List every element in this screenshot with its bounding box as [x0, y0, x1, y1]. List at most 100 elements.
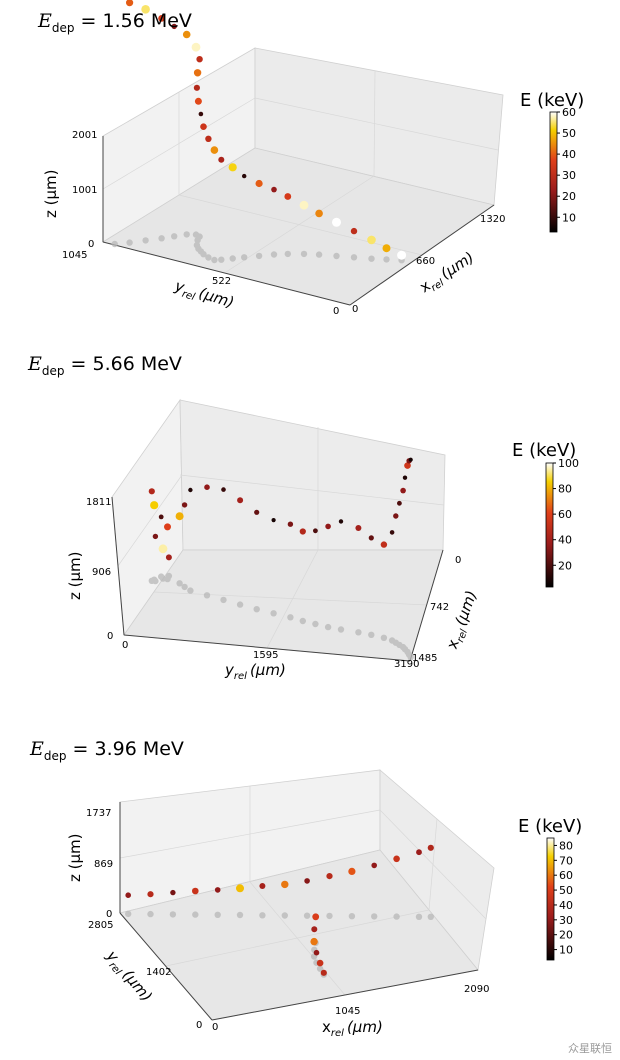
y-tick-2805: 2805: [88, 920, 113, 931]
track-point-1-12: [200, 123, 207, 130]
colorbar-tick-label-3-7: 10: [559, 944, 573, 957]
y-tick-522: 522: [212, 276, 231, 287]
chart-panel-3: 1737 869 0 2805 1402 0 0 1045 2090 z (μm…: [0, 730, 620, 1050]
axis-lines-2: [111, 496, 444, 662]
x-axis-label-sub-3: rel: [331, 1028, 344, 1039]
x-tick-0-b: 0: [455, 555, 461, 566]
shadow-point-2-13: [253, 606, 260, 613]
colorbar-tick-label-3-5: 30: [559, 914, 573, 927]
track-point-3-18: [313, 949, 320, 956]
track-point-2-19: [338, 519, 344, 524]
track-point-2-17: [313, 528, 318, 534]
y-axis-label-var-2: y: [224, 661, 235, 679]
track-point-2-5: [148, 488, 155, 495]
track-point-2-13: [254, 509, 260, 515]
shadow-point-1-25: [368, 255, 375, 262]
x-axis-label-unit-3: (μm): [347, 1018, 383, 1036]
track-point-3-10: [348, 867, 356, 875]
track-point-2-4: [150, 501, 159, 510]
shadow-point-3-0: [125, 910, 132, 918]
y-axis-label-unit-1: (μm): [197, 284, 237, 312]
track-point-1-13: [205, 135, 212, 142]
z-tick-1811: 1811: [86, 497, 111, 508]
z-tick-869: 869: [94, 859, 113, 870]
shadow-point-2-15: [287, 614, 294, 621]
colorbar-tick-label-2-3: 40: [558, 534, 572, 547]
track-point-2-22: [380, 541, 388, 548]
chart-title-2: Edep = 5.66 MeV: [28, 353, 182, 378]
colorbar-tick-label-3-0: 80: [559, 839, 573, 852]
z-axis-label-1: z (μm): [42, 169, 60, 218]
shadow-point-3-2: [169, 911, 177, 918]
colorbar-tick-label-2-1: 80: [558, 483, 572, 496]
shadow-point-3-19: [316, 965, 324, 972]
colorbar-ticks-2: 100 80 60 40 20: [553, 457, 579, 572]
title-value-3: = 3.96 MeV: [72, 738, 184, 760]
back-pane-right-2: [179, 399, 446, 551]
track-point-3-7: [281, 880, 289, 889]
plot-area-3: 1737 869 0 2805 1402 0 0 1045 2090 z (μm…: [66, 769, 573, 1039]
track-point-1-16: [228, 163, 237, 172]
track-point-2-10: [204, 484, 210, 490]
track-point-3-3: [192, 887, 199, 895]
shadow-point-1-3: [158, 235, 165, 242]
shadow-point-3-11: [371, 913, 378, 920]
x-tick-1045: 1045: [335, 1006, 360, 1017]
track-point-2-26: [400, 487, 406, 494]
shadow-point-2-22: [380, 634, 388, 641]
shadow-point-1-2: [142, 237, 149, 244]
shadow-point-2-16: [299, 617, 306, 625]
shadow-point-1-14: [211, 256, 218, 264]
y-tick-3190: 3190: [394, 659, 419, 670]
track-point-2-16: [299, 528, 306, 535]
x-tick-742: 742: [430, 602, 449, 613]
shadow-point-1-19: [270, 251, 278, 258]
colorbar-tick-label-1-5: 10: [562, 211, 576, 224]
track-point-2-18: [325, 523, 331, 530]
z-tick-1737: 1737: [86, 808, 111, 819]
title-var-3: E: [30, 738, 44, 760]
watermark-text: 众星联恒: [568, 1042, 612, 1055]
z-tick-2001: 2001: [72, 130, 97, 141]
colorbar-title-2: E (keV): [512, 440, 577, 461]
track-point-1-22: [315, 209, 323, 218]
track-point-2-2: [165, 554, 172, 561]
shadow-point-1-24: [350, 254, 358, 261]
shadow-point-1-15: [218, 256, 225, 263]
track-point-1-8: [193, 69, 202, 77]
shadow-point-2-14: [270, 610, 277, 617]
chart-panel-1: 2001 1001 0 1045 522 0 1320 660 0 z (μm)…: [0, 0, 620, 330]
shadow-point-1-13: [205, 254, 212, 261]
track-point-2-28: [404, 462, 411, 469]
shadow-points-3: [125, 910, 434, 978]
shadow-point-3-6: [259, 912, 266, 919]
shadow-point-2-17: [312, 620, 319, 628]
shadow-point-1-23: [333, 252, 340, 260]
track-point-1-11: [198, 111, 204, 117]
shadow-point-2-12: [236, 601, 244, 608]
shadow-point-3-1: [147, 910, 154, 918]
track-point-3-12: [393, 855, 400, 863]
track-point-1-27: [397, 250, 407, 260]
x-tick-2090: 2090: [464, 984, 489, 995]
x-axis-label-sub-2: rel: [455, 628, 470, 644]
colorbar-tick-label-3-2: 60: [559, 869, 573, 882]
track-point-3-2: [170, 889, 176, 896]
track-point-1-4: [171, 23, 177, 30]
z-axis-label-3: z (μm): [66, 833, 84, 882]
track-point-3-20: [320, 969, 327, 976]
y-axis-label-sub-1: rel: [180, 289, 196, 303]
track-point-2-12: [237, 497, 244, 504]
chart-panel-2: 1811 906 0 0 1595 3190 0 742 1485 z (μm)…: [0, 345, 620, 685]
shadow-point-2-18: [324, 623, 332, 631]
grid-lines-2: [117, 427, 445, 649]
track-point-2-27: [402, 475, 408, 480]
track-point-1-19: [271, 186, 277, 193]
y-tick-1402: 1402: [146, 967, 171, 978]
track-point-1-2: [141, 5, 150, 14]
colorbar-ticks-1: 60 50 40 30 20 10: [557, 106, 576, 224]
track-point-2-25: [397, 500, 402, 506]
axis-lines-1: [102, 136, 495, 306]
shadow-points-2: [148, 572, 414, 661]
track-point-2-9: [188, 487, 193, 493]
